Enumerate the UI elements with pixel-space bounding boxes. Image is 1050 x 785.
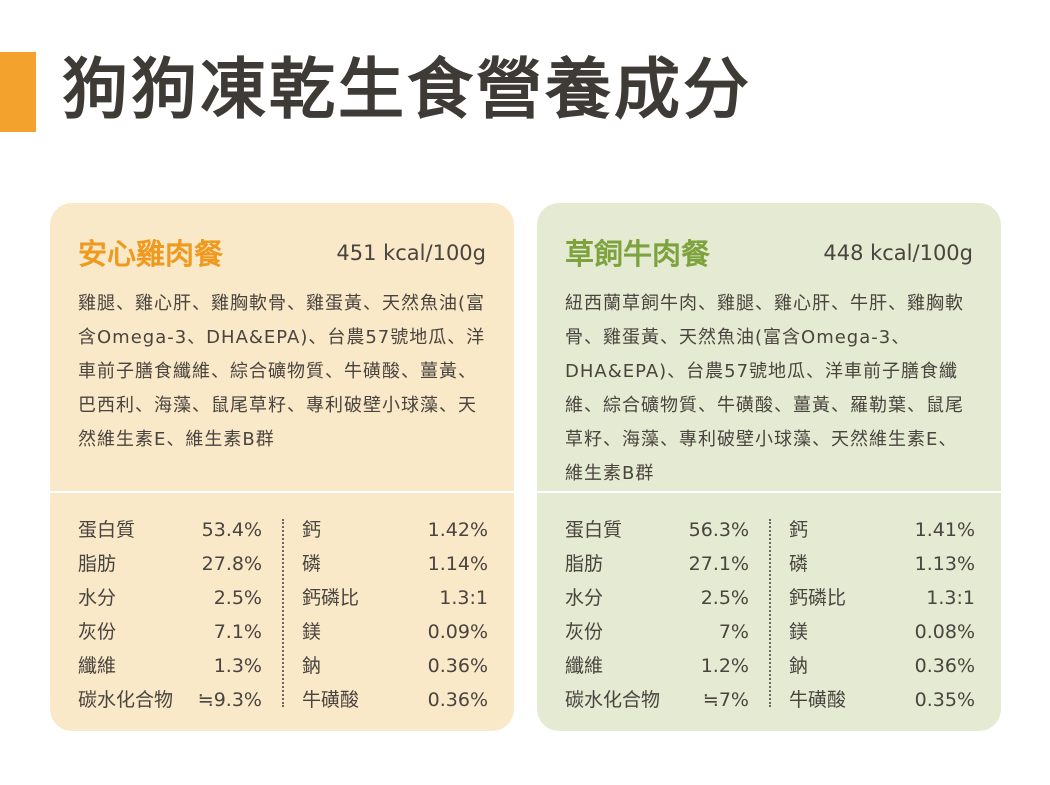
nutrient-row: 磷 1.13%: [789, 547, 975, 581]
nutrient-value: 1.13%: [914, 553, 975, 575]
nutrient-label: 鈉: [302, 655, 322, 677]
nutrient-column-right: 鈣 1.42% 磷 1.14% 鈣磷比 1.3:1 鎂 0.09% 鈉 0.36% 牛磺酸…: [302, 513, 488, 717]
nutrient-row: 脂肪 27.8%: [78, 547, 262, 581]
nutrient-value: 53.4%: [201, 519, 262, 541]
nutrient-value: 2.5%: [700, 587, 749, 609]
nutrient-label: 鎂: [302, 621, 322, 643]
nutrient-label: 灰份: [78, 621, 117, 643]
nutrient-label: 鈣: [302, 519, 322, 541]
nutrient-row: 碳水化合物 ≒9.3%: [78, 683, 262, 717]
nutrient-label: 蛋白質: [78, 519, 136, 541]
nutrient-value: 0.36%: [427, 655, 488, 677]
card-header: 草飼牛肉餐 448 kcal/100g: [565, 227, 973, 277]
nutrient-value: 27.1%: [688, 553, 749, 575]
nutrient-label: 鈣: [789, 519, 809, 541]
nutrient-label: 脂肪: [78, 553, 117, 575]
nutrient-value: ≒7%: [702, 689, 749, 711]
nutrient-value: 0.35%: [914, 689, 975, 711]
nutrient-row: 牛磺酸 0.35%: [789, 683, 975, 717]
nutrient-value: 0.08%: [914, 621, 975, 643]
nutrient-row: 水分 2.5%: [78, 581, 262, 615]
nutrient-label: 纖維: [78, 655, 117, 677]
nutrient-row: 鈣磷比 1.3:1: [302, 581, 488, 615]
nutrient-row: 纖維 1.3%: [78, 649, 262, 683]
nutrient-row: 鈣磷比 1.3:1: [789, 581, 975, 615]
nutrient-value: 1.2%: [700, 655, 749, 677]
nutrient-column-left: 蛋白質 53.4% 脂肪 27.8% 水分 2.5% 灰份 7.1% 纖維 1.3% 碳水…: [78, 513, 262, 717]
nutrient-value: 0.09%: [427, 621, 488, 643]
column-separator: [769, 519, 771, 707]
beef-meal-card: 草飼牛肉餐 448 kcal/100g 紐西蘭草飼牛肉、雞腿、雞心肝、牛肝、雞胸…: [537, 203, 1001, 731]
nutrient-value: 1.41%: [914, 519, 975, 541]
nutrient-row: 水分 2.5%: [565, 581, 749, 615]
nutrient-value: 7%: [718, 621, 749, 643]
card-calories: 448 kcal/100g: [823, 241, 973, 265]
nutrient-value: 56.3%: [688, 519, 749, 541]
ingredients-text: 紐西蘭草飼牛肉、雞腿、雞心肝、牛肝、雞胸軟骨、雞蛋黃、天然魚油(富含Omega-…: [565, 293, 964, 484]
nutrient-row: 鈣 1.42%: [302, 513, 488, 547]
nutrient-row: 蛋白質 56.3%: [565, 513, 749, 547]
nutrition-table: 蛋白質 53.4% 脂肪 27.8% 水分 2.5% 灰份 7.1% 纖維 1.3% 碳水…: [78, 513, 488, 713]
nutrient-value: 2.5%: [213, 587, 262, 609]
ingredients-text: 雞腿、雞心肝、雞胸軟骨、雞蛋黃、天然魚油(富含Omega-3、DHA&EPA)、…: [78, 293, 486, 450]
nutrient-label: 鈣磷比: [789, 587, 847, 609]
nutrient-column-left: 蛋白質 56.3% 脂肪 27.1% 水分 2.5% 灰份 7% 纖維 1.2% 碳水化合…: [565, 513, 749, 717]
nutrient-label: 鈣磷比: [302, 587, 360, 609]
nutrient-row: 鎂 0.08%: [789, 615, 975, 649]
nutrient-label: 水分: [565, 587, 604, 609]
nutrient-label: 碳水化合物: [78, 689, 174, 711]
nutrient-value: 27.8%: [201, 553, 262, 575]
chicken-meal-card: 安心雞肉餐 451 kcal/100g 雞腿、雞心肝、雞胸軟骨、雞蛋黃、天然魚油…: [50, 203, 514, 731]
nutrient-label: 脂肪: [565, 553, 604, 575]
nutrient-row: 灰份 7.1%: [78, 615, 262, 649]
card-product-name: 草飼牛肉餐: [565, 237, 711, 271]
nutrient-value: 0.36%: [427, 689, 488, 711]
nutrient-row: 纖維 1.2%: [565, 649, 749, 683]
nutrient-row: 鈉 0.36%: [302, 649, 488, 683]
nutrient-value: 7.1%: [213, 621, 262, 643]
card-header: 安心雞肉餐 451 kcal/100g: [78, 227, 486, 277]
nutrient-column-right: 鈣 1.41% 磷 1.13% 鈣磷比 1.3:1 鎂 0.08% 鈉 0.36% 牛磺酸…: [789, 513, 975, 717]
nutrient-row: 蛋白質 53.4%: [78, 513, 262, 547]
nutrition-table: 蛋白質 56.3% 脂肪 27.1% 水分 2.5% 灰份 7% 纖維 1.2% 碳水化合…: [565, 513, 975, 713]
column-separator: [282, 519, 284, 707]
nutrient-value: 1.3%: [213, 655, 262, 677]
card-product-name: 安心雞肉餐: [78, 237, 224, 271]
nutrient-value: ≒9.3%: [197, 689, 262, 711]
title-accent-bar: [0, 52, 36, 132]
nutrient-label: 鎂: [789, 621, 809, 643]
card-divider: [50, 491, 514, 493]
nutrient-row: 牛磺酸 0.36%: [302, 683, 488, 717]
nutrient-value: 1.3:1: [439, 587, 488, 609]
nutrient-row: 鈣 1.41%: [789, 513, 975, 547]
nutrient-value: 0.36%: [914, 655, 975, 677]
nutrient-label: 灰份: [565, 621, 604, 643]
nutrient-row: 鎂 0.09%: [302, 615, 488, 649]
nutrient-value: 1.3:1: [926, 587, 975, 609]
nutrient-label: 磷: [789, 553, 809, 575]
nutrient-label: 磷: [302, 553, 322, 575]
nutrient-label: 蛋白質: [565, 519, 623, 541]
card-calories: 451 kcal/100g: [336, 241, 486, 265]
nutrient-label: 纖維: [565, 655, 604, 677]
nutrient-row: 灰份 7%: [565, 615, 749, 649]
nutrient-row: 脂肪 27.1%: [565, 547, 749, 581]
nutrient-value: 1.42%: [427, 519, 488, 541]
nutrient-row: 鈉 0.36%: [789, 649, 975, 683]
nutrient-value: 1.14%: [427, 553, 488, 575]
nutrient-label: 水分: [78, 587, 117, 609]
nutrient-label: 碳水化合物: [565, 689, 661, 711]
nutrient-row: 碳水化合物 ≒7%: [565, 683, 749, 717]
nutrient-label: 牛磺酸: [789, 689, 847, 711]
card-divider: [537, 491, 1001, 493]
nutrient-label: 鈉: [789, 655, 809, 677]
nutrient-label: 牛磺酸: [302, 689, 360, 711]
page-title: 狗狗凍乾生食營養成分: [62, 51, 752, 128]
nutrient-row: 磷 1.14%: [302, 547, 488, 581]
